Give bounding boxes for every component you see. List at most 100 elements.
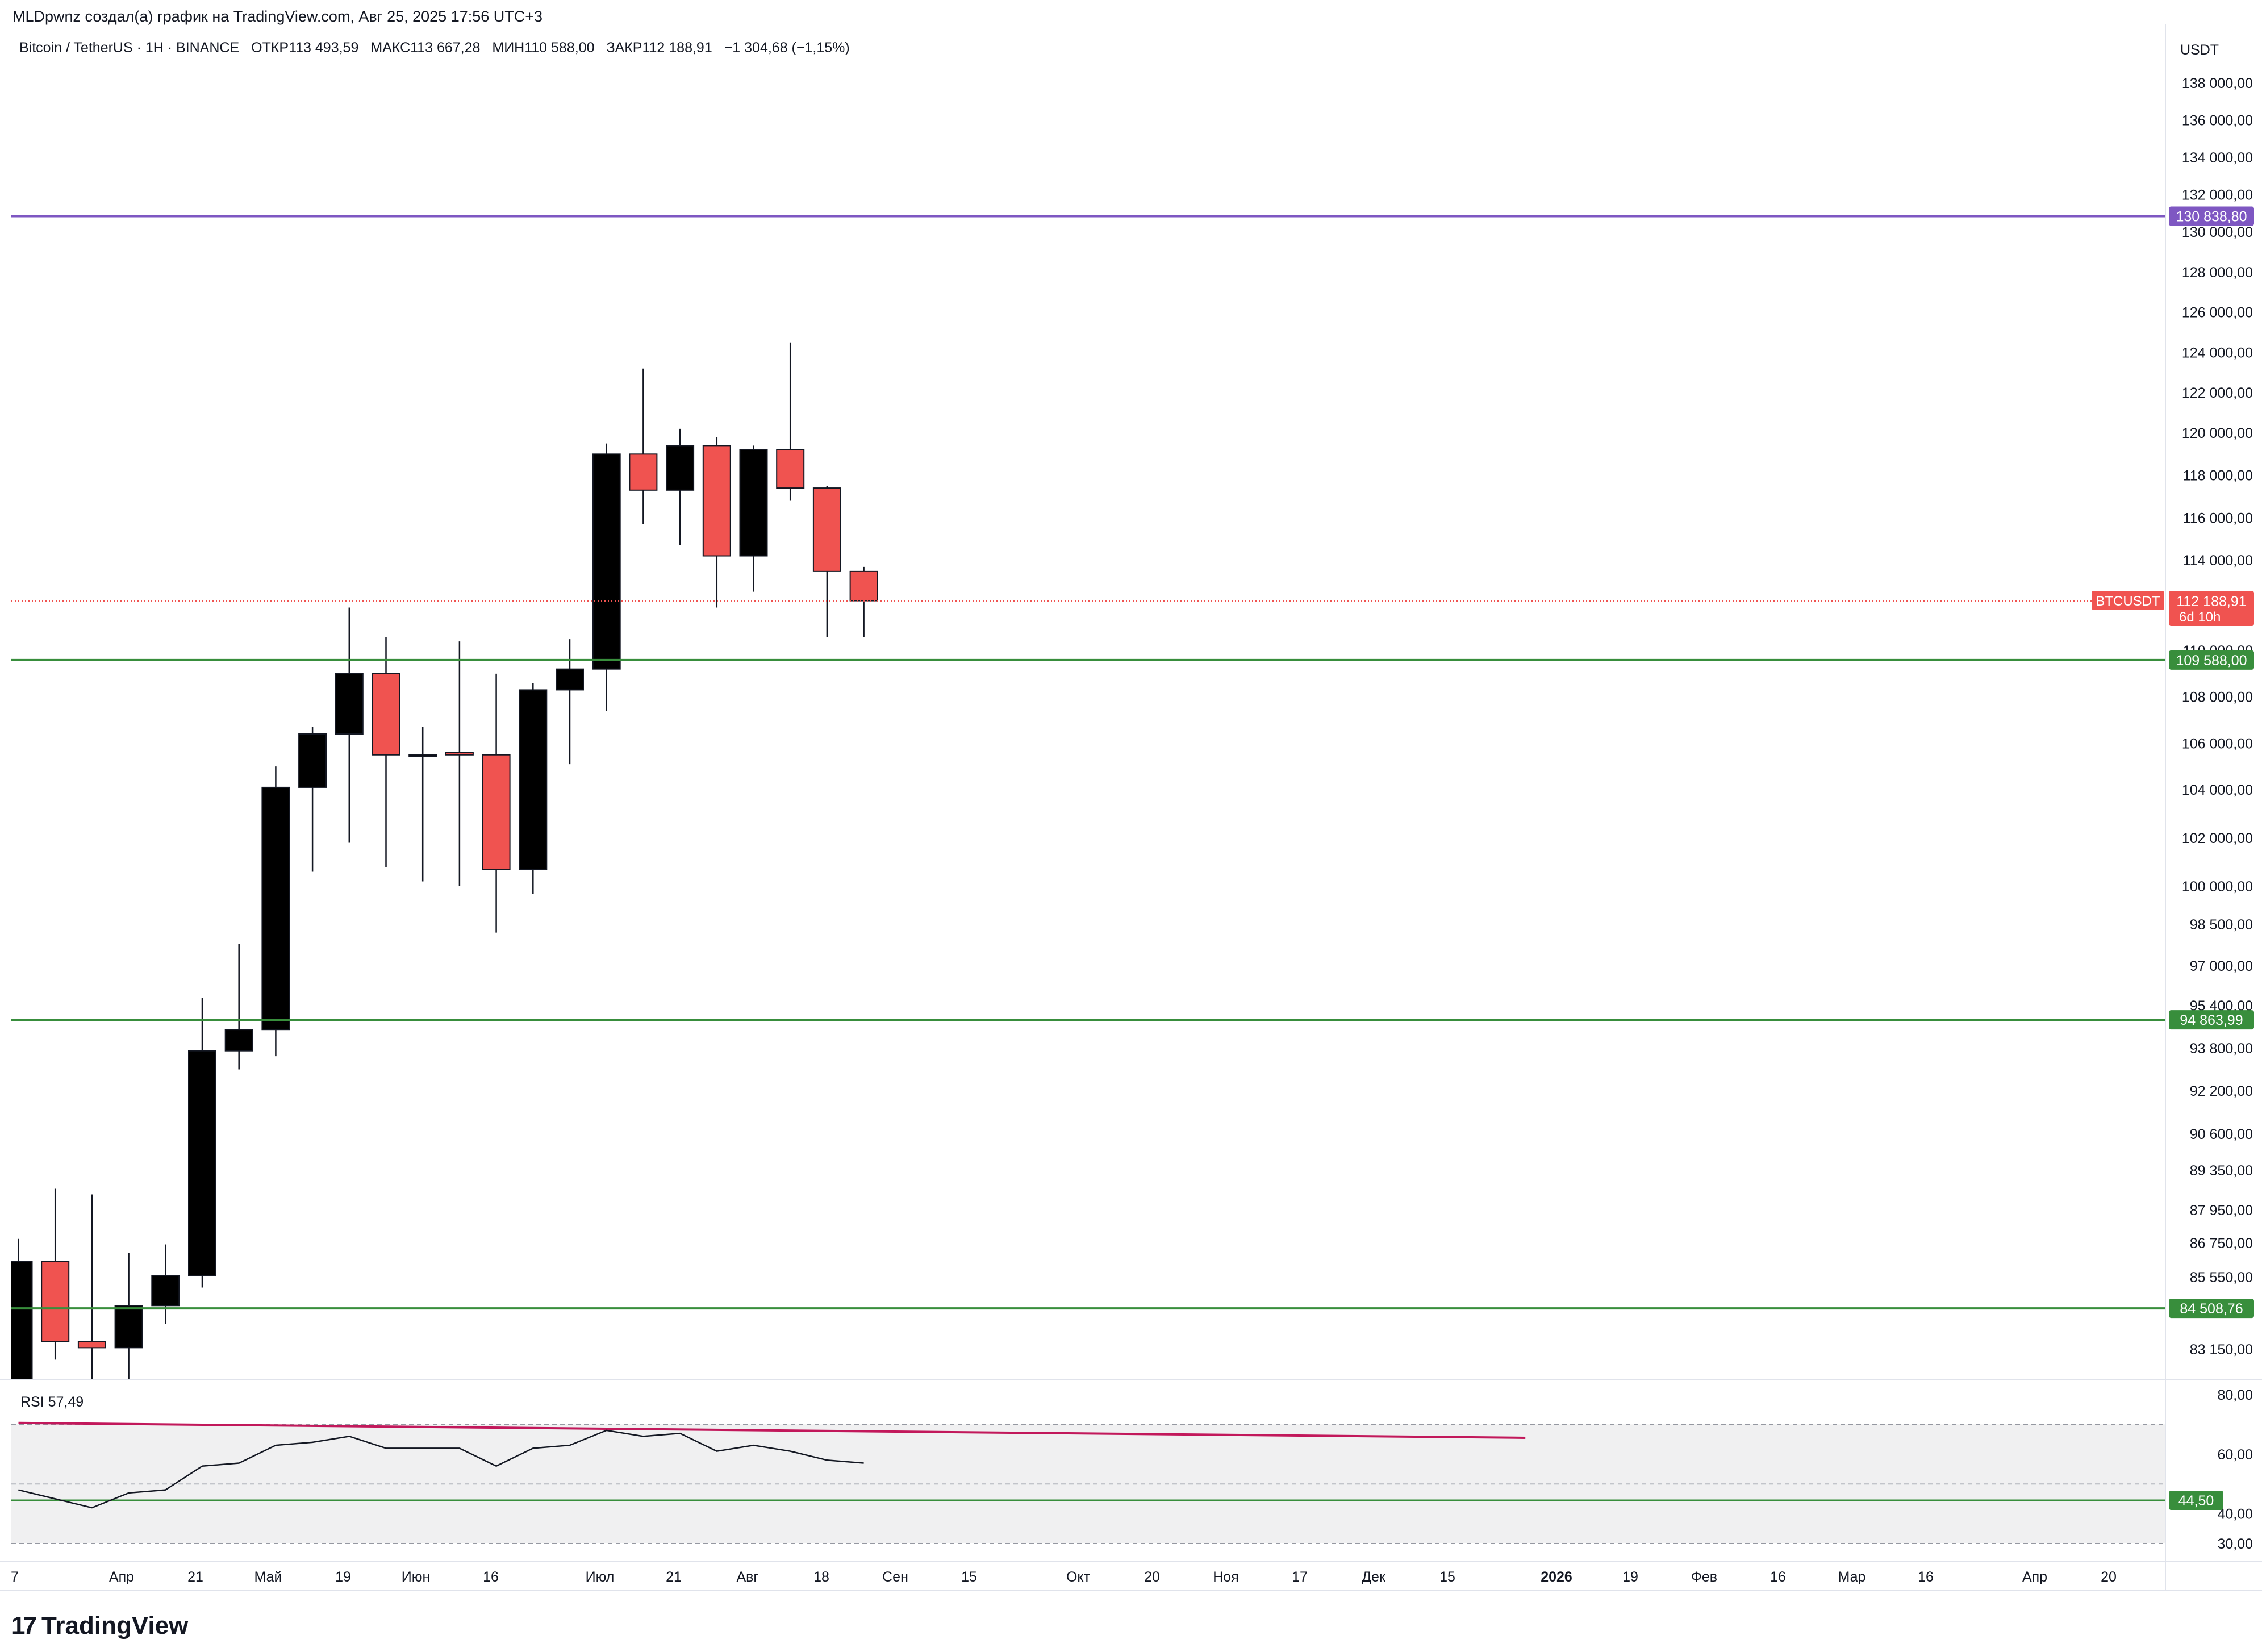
price-tick-label: 126 000,00 [2182, 305, 2253, 321]
candle[interactable] [702, 437, 731, 608]
tradingview-logo-text: TradingView [41, 1612, 189, 1640]
candle[interactable] [77, 1194, 106, 1607]
candle[interactable] [5, 1238, 33, 1485]
time-tick-label: 21 [666, 1569, 682, 1585]
price-tick-label: 128 000,00 [2182, 265, 2253, 281]
price-tick-label: 134 000,00 [2182, 150, 2253, 166]
price-tick-label: 138 000,00 [2182, 76, 2253, 91]
candle-body [629, 453, 658, 491]
price-tick-label: 97 000,00 [2190, 958, 2253, 974]
candle-body [261, 786, 290, 1031]
price-tick-label: 104 000,00 [2182, 782, 2253, 798]
legend-close: ЗАКР112 188,91 [606, 40, 712, 56]
rsi-level-tag: 44,50 [2169, 1491, 2223, 1511]
time-tick-label: Апр [109, 1569, 134, 1585]
time-tick-label: Май [254, 1569, 282, 1585]
time-tick-label: 18 [813, 1569, 829, 1585]
time-tick-label: Ноя [1213, 1569, 1239, 1585]
candle[interactable] [298, 727, 327, 872]
rsi-level-label: 44,50 [2178, 1493, 2214, 1509]
rsi-line [18, 1429, 864, 1509]
candle-body [335, 673, 364, 735]
candle-body [151, 1275, 180, 1307]
rsi-tick-label: 80,00 [2217, 1387, 2253, 1403]
candle-body [776, 449, 805, 489]
time-tick-label: 21 [187, 1569, 203, 1585]
candle[interactable] [556, 639, 584, 765]
price-tick-label: 87 950,00 [2190, 1203, 2253, 1219]
candle-body [445, 752, 474, 756]
symbol-tag-label: BTCUSDT [2096, 594, 2160, 609]
candle[interactable] [849, 566, 878, 637]
time-tick-label: Авг [736, 1569, 758, 1585]
candle[interactable] [666, 428, 695, 545]
level-price-tag: 94 863,99 [2169, 1010, 2254, 1030]
candle[interactable] [114, 1253, 143, 1384]
candle-body [482, 754, 511, 870]
time-tick-label: 16 [483, 1569, 499, 1585]
price-tick-label: 136 000,00 [2182, 113, 2253, 129]
candle-body [188, 1050, 216, 1276]
legend-high: МАКС113 667,28 [370, 40, 481, 56]
candle[interactable] [261, 766, 290, 1057]
candles [5, 342, 878, 1607]
level-price-tag: 109 588,00 [2169, 650, 2254, 670]
current-price-label: 112 188,91 [2176, 594, 2246, 610]
time-tick-label: 20 [2101, 1569, 2117, 1585]
symbol-tag: BTCUSDT [2092, 590, 2164, 610]
time-tick-label: 17 [1292, 1569, 1308, 1585]
legend-symbol: Bitcoin / TetherUS · 1H · BINANCE [19, 40, 240, 56]
price-tick-label: 86 750,00 [2190, 1236, 2253, 1251]
candle-body [114, 1305, 143, 1349]
candle[interactable] [335, 607, 364, 843]
time-tick-label: 19 [335, 1569, 351, 1585]
time-tick-label: 16 [1918, 1569, 1934, 1585]
price-tick-label: 85 550,00 [2190, 1270, 2253, 1286]
time-tick-label: Сен [882, 1569, 908, 1585]
candle[interactable] [41, 1188, 70, 1360]
time-tick-label: Окт [1066, 1569, 1091, 1585]
candle[interactable] [776, 342, 805, 501]
candle[interactable] [224, 944, 253, 1070]
time-tick-label: Июл [586, 1569, 615, 1585]
candle[interactable] [482, 673, 511, 933]
candle[interactable] [592, 443, 621, 711]
time-tick-label: Апр [2022, 1569, 2047, 1585]
candle[interactable] [445, 641, 474, 886]
time-tick-label: Мар [1838, 1569, 1866, 1585]
candle[interactable] [739, 445, 768, 592]
price-tick-label: 92 200,00 [2190, 1083, 2253, 1099]
price-tick-label: 102 000,00 [2182, 831, 2253, 846]
candle[interactable] [408, 727, 437, 882]
rsi-trendline[interactable] [18, 1421, 1526, 1439]
tradingview-logo[interactable]: 17 TradingView [11, 1611, 188, 1641]
price-tick-label: 100 000,00 [2182, 879, 2253, 895]
candle-body [849, 570, 878, 602]
author-line: MLDpwnz создал(а) график на TradingView.… [12, 8, 543, 25]
time-tick-label: 2026 [1541, 1569, 1572, 1585]
candle[interactable] [372, 637, 400, 867]
candle[interactable] [151, 1244, 180, 1324]
candle-body [739, 449, 768, 557]
time-tick-label: Фев [1691, 1569, 1717, 1585]
price-tick-label: 120 000,00 [2182, 425, 2253, 441]
price-tick-label: 108 000,00 [2182, 690, 2253, 706]
candle[interactable] [812, 486, 841, 637]
legend-open: ОТКР113 493,59 [251, 40, 359, 56]
symbol-legend: Bitcoin / TetherUS · 1H · BINANCE ОТКР11… [19, 40, 858, 56]
price-tick-label: 116 000,00 [2183, 510, 2253, 526]
level-price-tag: 84 508,76 [2169, 1299, 2254, 1319]
price-tick-label: 93 800,00 [2190, 1041, 2253, 1057]
candle-body [666, 445, 695, 491]
price-tick-label: 132 000,00 [2182, 187, 2253, 203]
candle[interactable] [629, 368, 658, 524]
candle-body [812, 487, 841, 572]
candle-body [592, 453, 621, 670]
price-tick-label: 118 000,00 [2183, 468, 2253, 484]
candle[interactable] [519, 683, 548, 894]
time-tick-label: 15 [961, 1569, 977, 1585]
candle[interactable] [188, 998, 216, 1288]
